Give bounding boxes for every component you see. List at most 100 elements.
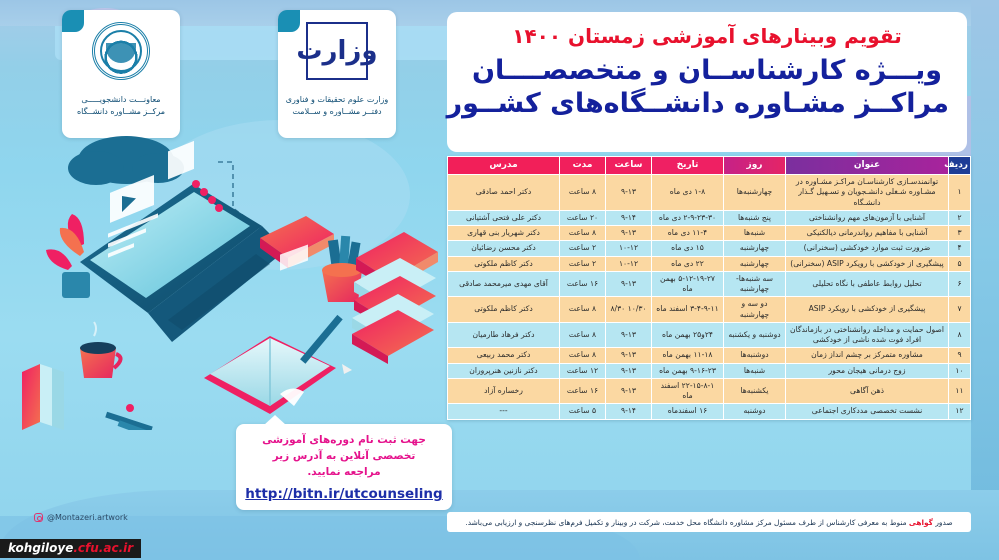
cell-weekday: شنبه‌ها (723, 224, 786, 242)
university-seal-icon (92, 22, 150, 80)
cell-webinar-title: اصول حمایت و مداخله روانشناختی در بازمان… (785, 321, 949, 349)
cell-time: ۹-۱۳ (605, 347, 652, 364)
cell-row-number: ۷ (948, 296, 971, 323)
instagram-credit: @Montazeri.artwork (34, 513, 128, 522)
cell-instructor: دکتر محمد ربیعی (447, 347, 560, 364)
cell-date: ۱۱-۱۸ بهمن ماه (651, 347, 724, 364)
certificate-notice-bar: صدور گواهی منوط به معرفی کارشناس از طرف … (447, 512, 971, 532)
cell-duration: ۲ ساعت (559, 255, 606, 272)
cell-time: ۹-۱۴ (605, 403, 652, 420)
pencils-shape (105, 314, 352, 430)
cell-row-number: ۱۲ (948, 403, 971, 420)
cell-date: ۱۱-۴ دی ماه (651, 224, 724, 242)
cell-instructor: دکتر احمد صادقی (447, 174, 560, 211)
cell-duration: ۸ ساعت (559, 174, 606, 211)
cell-row-number: ۱۰ (948, 362, 971, 379)
cell-date: ۹-۱۶-۲۳ بهمن ماه (651, 362, 724, 379)
cell-time: ۹-۱۳ (605, 377, 652, 405)
table-row: ۱ توانمندسـازی کارشناسـان مراکـز مشـاوره … (447, 174, 971, 211)
cta-line-1: جهت ثبت نام دوره‌های آموزشی (262, 433, 426, 446)
headline-line-1: ویـــژه کارشناســان و متخصصــــان (471, 55, 943, 86)
cell-row-number: ۴ (948, 240, 971, 257)
cell-time: ۹-۱۴ (605, 209, 652, 227)
logo-caption-line2: مرکــز مشــاوره دانشــگاه (76, 107, 166, 117)
column-header-onvan: عنوان (785, 156, 949, 175)
certificate-notice-text: صدور گواهی منوط به معرفی کارشناس از طرف … (465, 518, 952, 527)
cell-webinar-title: پیشگیری از خودکشی با رویکرد ASIP (785, 296, 949, 323)
pencil-cup-shape (322, 235, 362, 302)
cell-duration: ۲۰ ساعت (559, 209, 606, 227)
column-header-modat: مدت (559, 156, 606, 175)
column-header-radif: ردیف (944, 156, 971, 175)
logo-card-ministry-of-science: وزارت وزارت علوم تحقیقات و فناوری دفتــر… (278, 10, 396, 138)
cell-duration: ۱۲ ساعت (559, 362, 606, 379)
cell-time: ۱۰/۳۰ ۸/۳۰ (605, 296, 652, 323)
cell-instructor: دکتر محسن رضائیان (447, 240, 560, 257)
headline-block: تقویم وبینارهای آموزشی زمستان ۱۴۰۰ ویـــ… (447, 12, 967, 152)
logo-card-university-of-tehran: معاونـــت دانشجویـــــی مرکــز مشــاوره … (62, 10, 180, 138)
dashed-connector (218, 161, 284, 259)
cell-webinar-title: زوج درمانی هیجان محور (785, 362, 949, 379)
cell-instructor: دکتر نازنین هنرپروران (447, 362, 560, 379)
cell-time: ۱۰-۱۲ (605, 255, 652, 272)
cell-row-number: ۱۱ (948, 377, 971, 405)
table-row: ۲ آشنایی با آزمون‌های مهم روانشناختی پنج ش… (447, 209, 971, 227)
table-row: ۹ مشاوره متمرکز بر چشم انداز زمان دوشنبه‌ه… (447, 347, 971, 364)
instagram-icon (34, 513, 43, 522)
table-row: ۱۲ نشست تخصصی مددکاری اجتماعی دوشنبه ۱۶ اسف… (447, 403, 971, 420)
cell-date: ۳-۴-۹-۱۱ اسفند ماه (651, 296, 724, 323)
cell-weekday: دوشنبه و یکشنبه (723, 321, 786, 349)
table-body: ۱ توانمندسـازی کارشناسـان مراکـز مشـاوره … (447, 174, 971, 420)
cell-time: ۹-۱۳ (605, 174, 652, 211)
elearning-illustration (22, 136, 438, 430)
notice-prefix: صدور (932, 517, 953, 527)
table-row: ۱۱ ذهن آگاهی یکشنبه‌ها ۲۲-۱۵-۸-۱ اسفند ماه ۹… (447, 377, 971, 405)
cell-instructor: دکتر کاظم ملکوتی (447, 255, 560, 272)
cell-webinar-title: ضرورت ثبت موارد خودکشی (سخنرانی) (785, 240, 949, 257)
cell-instructor: آقای مهدی میرمحمد صادقی (447, 270, 560, 298)
cell-weekday: چهارشنبه (723, 240, 786, 257)
cell-webinar-title: مشاوره متمرکز بر چشم انداز زمان (785, 347, 949, 364)
cell-date: ۵-۱۲-۱۹-۲۷ بهمن ماه (651, 270, 724, 298)
open-book-shape (204, 244, 336, 414)
cell-webinar-title: نشست تخصصی مددکاری اجتماعی (785, 403, 949, 420)
plant-shape (46, 214, 90, 298)
cell-date: ۱۶ اسفندماه (651, 403, 724, 420)
ministry-emblem-icon: وزارت (296, 22, 378, 80)
cell-time: ۹-۱۳ (605, 270, 652, 298)
cell-duration: ۸ ساعت (559, 321, 606, 349)
cell-webinar-title: آشنایی با مفاهیم رواندرمانی دیالکتیکی (785, 224, 949, 242)
cell-row-number: ۱ (948, 174, 971, 211)
cell-instructor: رخساره آزاد (447, 377, 560, 405)
cell-weekday: چهارشنبه‌ها (723, 174, 786, 211)
cloud-shape (68, 136, 184, 185)
logo-caption-university: معاونـــت دانشجویـــــی مرکــز مشــاوره … (72, 94, 170, 119)
registration-url-link[interactable]: http://bitn.ir/utcounseling (245, 486, 443, 503)
book-stack-shape (352, 232, 438, 364)
cell-date: ۱-۸ دی ماه (651, 174, 724, 211)
cell-duration: ۵ ساعت (559, 403, 606, 420)
webinar-schedule-table: ردیف عنوان روز تاریخ ساعت مدت مدرس ۱ توان… (447, 156, 971, 420)
cell-duration: ۸ ساعت (559, 296, 606, 323)
cell-row-number: ۸ (948, 321, 971, 349)
card-corner-tab (62, 10, 84, 32)
cell-time: ۹-۱۳ (605, 224, 652, 242)
cell-instructor: دکتر کاظم ملکوتی (447, 296, 560, 323)
cell-time: ۱۰-۱۲ (605, 240, 652, 257)
table-row: ۳ آشنایی با مفاهیم رواندرمانی دیالکتیکی شن… (447, 224, 971, 242)
cell-weekday: پنج شنبه‌ها (723, 209, 786, 227)
logo-caption-line2: دفتــر مشــاوره و ســلامت (292, 107, 382, 117)
laptop-shape (80, 140, 286, 342)
notice-suffix: منوط به معرفی کارشناس از طرف مسئول مرکز … (465, 517, 909, 527)
card-corner-tab (278, 10, 300, 32)
headline-subtitle: تقویم وبینارهای آموزشی زمستان ۱۴۰۰ (512, 24, 902, 48)
cell-date: ۱۵ دی ماه (651, 240, 724, 257)
instagram-handle: @Montazeri.artwork (47, 513, 128, 522)
site-watermark: kohgiloye.cfu.ac.ir (0, 539, 142, 558)
watermark-prefix: kohgiloye (8, 541, 74, 555)
logo-caption-line1: معاونـــت دانشجویـــــی (81, 95, 161, 104)
table-row: ۴ ضرورت ثبت موارد خودکشی (سخنرانی) چهارشنب… (447, 240, 971, 257)
cell-webinar-title: پیشگیری از خودکشی با رویکرد ASIP (سخنران… (785, 255, 949, 272)
notice-highlight: گواهی (908, 517, 933, 527)
cell-date: ۲۴و۲۵ بهمن ماه (651, 321, 724, 349)
